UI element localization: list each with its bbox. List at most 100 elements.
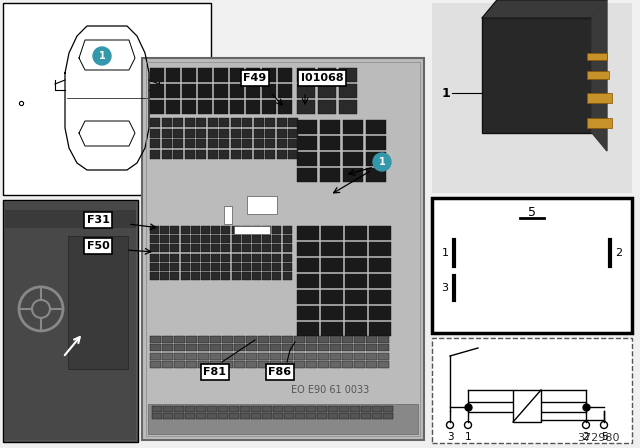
Bar bbox=[262, 100, 276, 114]
Bar bbox=[160, 263, 169, 271]
Bar bbox=[201, 235, 210, 243]
Bar bbox=[282, 353, 293, 360]
Bar bbox=[219, 139, 229, 148]
Bar bbox=[378, 353, 389, 360]
Bar bbox=[196, 150, 206, 159]
Bar bbox=[295, 413, 305, 419]
Bar bbox=[295, 406, 305, 412]
Bar bbox=[513, 390, 541, 422]
Bar bbox=[221, 226, 230, 234]
Bar bbox=[196, 118, 206, 127]
Bar bbox=[191, 226, 200, 234]
Bar bbox=[366, 344, 377, 351]
Bar bbox=[378, 344, 389, 351]
Bar bbox=[306, 406, 316, 412]
Bar bbox=[242, 139, 252, 148]
Bar bbox=[180, 263, 189, 271]
Bar bbox=[242, 235, 251, 243]
Bar bbox=[148, 404, 418, 434]
Bar bbox=[342, 361, 353, 368]
Text: 2: 2 bbox=[616, 248, 623, 258]
Bar bbox=[234, 361, 245, 368]
Bar bbox=[354, 336, 365, 343]
Bar bbox=[161, 139, 172, 148]
Bar bbox=[174, 413, 184, 419]
Bar bbox=[174, 353, 185, 360]
Bar bbox=[262, 406, 272, 412]
Bar bbox=[170, 235, 179, 243]
Bar bbox=[345, 242, 367, 256]
Bar bbox=[282, 344, 293, 351]
Bar bbox=[160, 254, 169, 262]
Bar bbox=[317, 406, 327, 412]
Bar bbox=[297, 168, 317, 182]
Bar bbox=[68, 236, 128, 370]
Bar bbox=[339, 100, 357, 114]
Bar bbox=[366, 120, 386, 134]
Bar bbox=[288, 118, 298, 127]
Bar bbox=[321, 290, 343, 304]
Bar bbox=[247, 196, 277, 214]
Bar bbox=[150, 263, 159, 271]
Bar bbox=[186, 353, 197, 360]
Text: 3: 3 bbox=[442, 283, 449, 293]
Bar bbox=[150, 84, 164, 98]
Bar bbox=[283, 263, 292, 271]
Bar bbox=[242, 272, 251, 280]
Bar bbox=[361, 406, 371, 412]
Bar bbox=[210, 353, 221, 360]
Bar bbox=[366, 353, 377, 360]
Bar bbox=[160, 245, 169, 252]
Bar bbox=[186, 344, 197, 351]
Bar bbox=[253, 139, 264, 148]
Bar bbox=[240, 406, 250, 412]
Text: 1: 1 bbox=[442, 248, 449, 258]
Bar bbox=[297, 306, 319, 320]
Bar bbox=[366, 361, 377, 368]
Bar bbox=[221, 263, 230, 271]
Bar bbox=[276, 118, 287, 127]
Bar bbox=[180, 245, 189, 252]
Bar bbox=[221, 245, 230, 252]
Bar bbox=[161, 129, 172, 138]
Bar bbox=[273, 254, 282, 262]
Bar bbox=[306, 361, 317, 368]
Bar bbox=[3, 200, 138, 442]
Bar bbox=[152, 406, 162, 412]
Bar bbox=[306, 344, 317, 351]
Bar bbox=[265, 139, 275, 148]
Bar bbox=[170, 226, 179, 234]
Bar bbox=[180, 272, 189, 280]
Bar bbox=[297, 120, 317, 134]
Bar bbox=[210, 344, 221, 351]
Bar bbox=[318, 344, 329, 351]
Bar bbox=[270, 336, 281, 343]
Bar bbox=[369, 274, 391, 288]
Bar bbox=[232, 263, 241, 271]
Bar bbox=[229, 413, 239, 419]
Bar bbox=[207, 118, 218, 127]
Bar bbox=[320, 168, 340, 182]
Bar bbox=[246, 100, 260, 114]
Bar bbox=[191, 235, 200, 243]
Bar bbox=[318, 68, 336, 82]
Bar bbox=[230, 150, 241, 159]
Bar bbox=[186, 336, 197, 343]
Bar bbox=[196, 129, 206, 138]
Bar bbox=[320, 120, 340, 134]
Bar bbox=[150, 118, 160, 127]
Bar bbox=[318, 361, 329, 368]
Bar bbox=[297, 274, 319, 288]
Bar bbox=[201, 245, 210, 252]
Bar bbox=[196, 139, 206, 148]
Bar bbox=[276, 150, 287, 159]
Bar bbox=[297, 322, 319, 336]
Bar bbox=[201, 263, 210, 271]
Bar bbox=[150, 353, 161, 360]
Bar bbox=[160, 226, 169, 234]
Bar bbox=[354, 344, 365, 351]
Bar bbox=[150, 150, 160, 159]
Bar bbox=[232, 235, 241, 243]
Bar bbox=[587, 93, 612, 103]
Bar bbox=[350, 406, 360, 412]
